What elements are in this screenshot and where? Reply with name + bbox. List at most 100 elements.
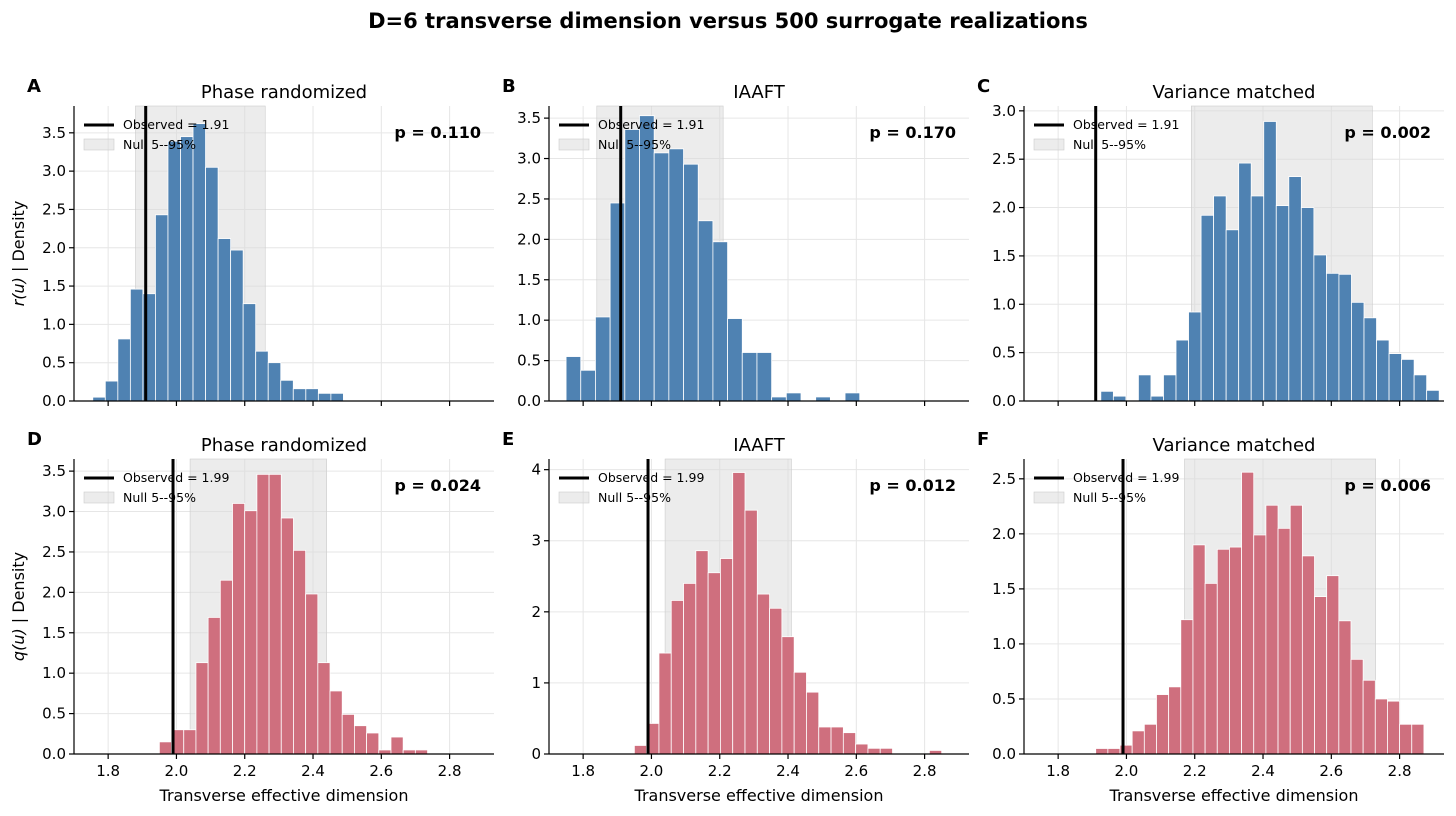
histogram-bar xyxy=(292,388,307,402)
panel-letter: F xyxy=(977,429,989,450)
histogram-bar xyxy=(830,726,844,755)
y-tick-label: 3.0 xyxy=(42,162,66,180)
histogram-bar xyxy=(1204,582,1218,755)
x-tick-label: 2.0 xyxy=(640,762,664,780)
histogram-bar xyxy=(129,288,144,402)
histogram-bar xyxy=(1350,658,1364,755)
histogram-bar xyxy=(317,662,331,755)
x-tick-label: 2.0 xyxy=(1115,762,1139,780)
histogram-bar xyxy=(781,636,795,755)
histogram-bar xyxy=(1150,395,1164,402)
histogram-bar xyxy=(712,241,728,402)
y-tick-label: 1.5 xyxy=(992,247,1016,265)
y-tick-label: 2.0 xyxy=(42,239,66,257)
histogram-bar xyxy=(1401,359,1415,402)
y-tick-label: 3.0 xyxy=(42,503,66,521)
histogram-bar xyxy=(1229,546,1242,755)
panel-f: 0.0 0.5 1.0 1.5 2.0 2.5 1.8 2.0 2.2 2.4 2.6 2.8 F Var… xyxy=(977,429,1444,805)
legend: Observed = 1.99 Null 5--95% xyxy=(1033,470,1179,505)
y-tick-label: 2.0 xyxy=(42,583,66,601)
y-tick-label: 2.5 xyxy=(992,150,1016,168)
panel-letter: B xyxy=(502,76,516,97)
panel-title: Phase randomized xyxy=(201,435,367,456)
legend-null-label: Null 5--95% xyxy=(123,137,196,152)
y-tick-label: 1.5 xyxy=(42,277,66,295)
legend-null-swatch xyxy=(83,491,115,504)
histogram-bar xyxy=(732,472,746,755)
histogram-bar xyxy=(390,736,404,755)
histogram-bar xyxy=(317,392,332,402)
histogram-bar xyxy=(1263,121,1277,402)
x-tick-label: 2.0 xyxy=(165,762,189,780)
histogram-bar xyxy=(756,593,770,755)
y-axis-label: q(u) | Density xyxy=(9,552,28,661)
histogram-bar xyxy=(1200,214,1215,402)
legend-null-label: Null 5--95% xyxy=(1073,490,1146,505)
legend-null-label: Null 5--95% xyxy=(1073,137,1146,152)
x-tick-label: 2.8 xyxy=(1388,762,1412,780)
histogram-bar xyxy=(155,214,169,402)
panel-letter: D xyxy=(27,429,42,450)
histogram-bar xyxy=(595,316,611,402)
histogram-bar xyxy=(1275,205,1290,402)
histogram-bar xyxy=(683,582,697,755)
histogram-bar xyxy=(707,572,721,755)
histogram-bar xyxy=(305,593,319,755)
histogram-bar xyxy=(806,691,820,755)
histogram-bar xyxy=(867,747,881,755)
y-tick-label: 0.0 xyxy=(517,392,541,410)
histogram-bar xyxy=(818,726,832,755)
y-tick-label: 1.5 xyxy=(42,624,66,642)
histogram-bar xyxy=(741,352,758,402)
histogram-bar xyxy=(330,392,344,402)
histogram-bar xyxy=(242,303,257,402)
histogram-bar xyxy=(1265,504,1279,755)
histogram-bar xyxy=(267,362,282,402)
histogram-bar xyxy=(793,671,807,755)
histogram-bar xyxy=(256,473,270,755)
legend-null-label: Null 5--95% xyxy=(598,490,671,505)
histogram-bar xyxy=(1411,723,1425,755)
histogram-bar xyxy=(1351,301,1365,402)
y-tick-label: 2.0 xyxy=(517,230,541,248)
histogram-bar xyxy=(217,238,232,402)
y-tick-label: 0.0 xyxy=(992,392,1016,410)
histogram-bar xyxy=(1156,694,1170,755)
x-tick-label: 2.8 xyxy=(438,762,462,780)
p-value-label: p = 0.006 xyxy=(1344,476,1431,495)
y-tick-label: 1.5 xyxy=(992,580,1016,598)
legend-null-swatch xyxy=(558,491,590,504)
y-axis-label-suffix: | Density xyxy=(9,201,28,277)
histogram-bar xyxy=(268,473,282,755)
histogram-bar xyxy=(1399,723,1413,755)
figure-title: D=6 transverse dimension versus 500 surr… xyxy=(368,9,1088,33)
histogram-bar xyxy=(771,396,787,402)
histogram-bar xyxy=(1213,195,1227,402)
y-tick-label: 2 xyxy=(531,603,541,621)
histogram-bar xyxy=(695,550,709,755)
histogram-bar xyxy=(305,388,319,402)
histogram-bar xyxy=(195,662,209,755)
legend-observed-label: Observed = 1.99 xyxy=(598,470,704,485)
histogram-bar xyxy=(1216,548,1230,755)
histogram-bar xyxy=(1300,207,1315,402)
y-tick-label: 0.0 xyxy=(992,745,1016,763)
histogram-bar xyxy=(1188,311,1202,402)
histogram-bar xyxy=(192,123,206,402)
histogram-bar xyxy=(366,732,380,755)
histogram-bar xyxy=(1338,620,1352,755)
y-tick-label: 2.5 xyxy=(517,190,541,208)
histogram-bar xyxy=(329,690,343,755)
y-axis-label-italic: q(u) xyxy=(9,628,28,661)
legend: Observed = 1.91 Null 5--95% xyxy=(83,117,229,152)
histogram-bar xyxy=(658,652,672,755)
x-tick-label: 2.4 xyxy=(776,762,800,780)
panel-title: IAAFT xyxy=(733,82,785,103)
panel-a: 0.0 0.5 1.0 1.5 2.0 2.5 3.0 3.5 A Phase randomize… xyxy=(9,76,494,410)
y-tick-label: 4 xyxy=(531,461,541,479)
histogram-bar xyxy=(117,338,131,402)
histogram-bar xyxy=(183,729,197,755)
legend-observed-label: Observed = 1.99 xyxy=(1073,470,1179,485)
histogram-bar xyxy=(1107,748,1121,755)
histogram-bar xyxy=(402,749,416,755)
